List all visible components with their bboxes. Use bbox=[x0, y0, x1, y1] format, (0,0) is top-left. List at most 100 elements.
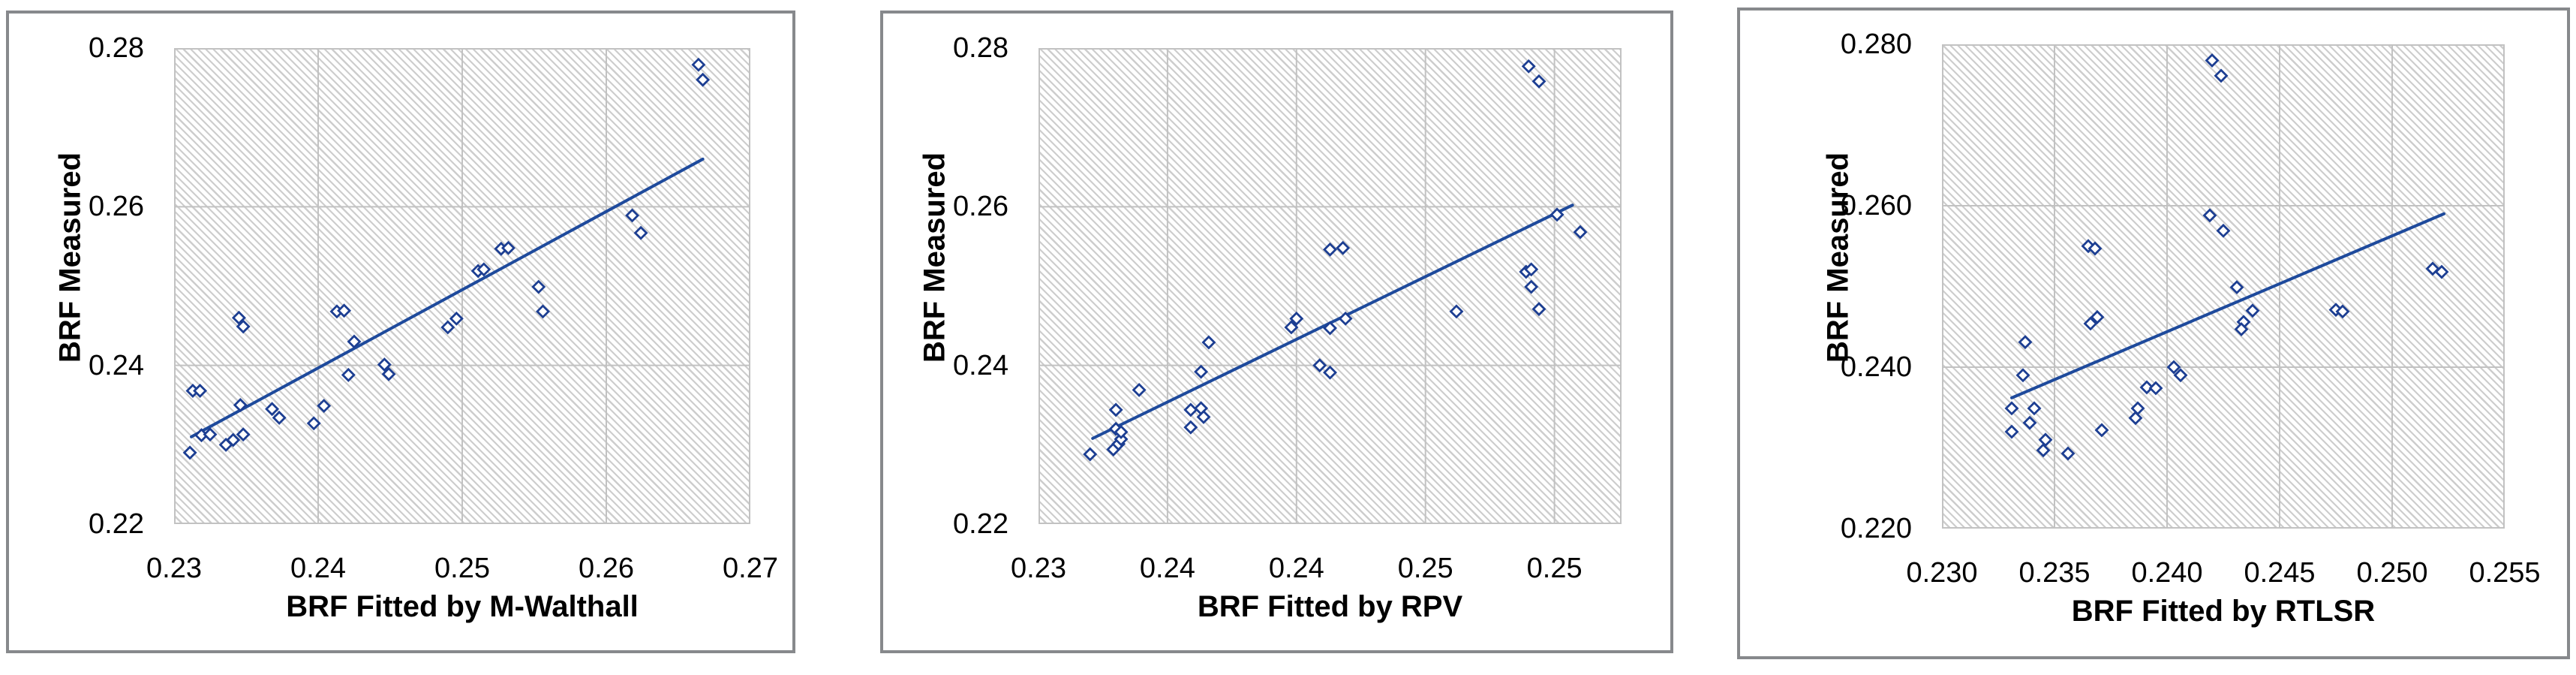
y-tick-label: 0.22 bbox=[89, 508, 144, 540]
data-point-diamond bbox=[236, 427, 251, 442]
data-point-diamond bbox=[1196, 409, 1211, 424]
data-point-diamond bbox=[440, 320, 455, 335]
data-point-diamond bbox=[1108, 402, 1123, 417]
data-point-diamond bbox=[2335, 304, 2350, 319]
data-point-diamond bbox=[2018, 335, 2033, 350]
plot-border bbox=[1942, 44, 2505, 529]
data-point-diamond bbox=[1531, 74, 1547, 89]
data-point-diamond bbox=[2234, 321, 2249, 336]
plot-area bbox=[1942, 44, 2505, 529]
data-point-diamond bbox=[337, 303, 352, 318]
data-point-diamond bbox=[341, 367, 356, 382]
data-point-diamond bbox=[1521, 59, 1536, 74]
data-point-diamond bbox=[193, 384, 208, 398]
data-point-diamond bbox=[476, 262, 491, 277]
data-point-diamond bbox=[1336, 240, 1351, 255]
data-point-diamond bbox=[1323, 242, 1337, 257]
data-point-diamond bbox=[1194, 364, 1209, 379]
scatter-plot-svg bbox=[174, 48, 750, 524]
y-tick-label: 0.280 bbox=[1840, 29, 1912, 60]
data-point-diamond bbox=[2216, 223, 2231, 238]
x-tick-label: 0.250 bbox=[2356, 557, 2428, 589]
data-point-diamond bbox=[2229, 280, 2244, 295]
chart-brf-m-walthall: BRF Measured BRF Fitted by M-Walthall 0.… bbox=[6, 11, 795, 653]
y-tick-label: 0.220 bbox=[1840, 513, 1912, 544]
data-point-diamond bbox=[2060, 446, 2076, 461]
data-point-diamond bbox=[500, 240, 516, 255]
data-point-diamond bbox=[633, 225, 648, 240]
x-tick-label: 0.25 bbox=[1397, 553, 1453, 584]
scatter-plot-svg bbox=[1942, 44, 2505, 529]
data-point-diamond bbox=[2166, 360, 2181, 375]
data-point-diamond bbox=[2004, 401, 2019, 416]
data-point-diamond bbox=[1323, 321, 1337, 336]
x-tick-label: 0.25 bbox=[1526, 553, 1583, 584]
y-tick-label: 0.24 bbox=[953, 349, 1008, 381]
data-point-diamond bbox=[381, 366, 396, 381]
chart-brf-rtlsr: BRF Measured BRF Fitted by RTLSR 0.230 0.… bbox=[1737, 8, 2570, 659]
data-point-diamond bbox=[2128, 411, 2143, 426]
trend-line bbox=[190, 157, 705, 438]
data-point-diamond bbox=[2434, 264, 2449, 279]
y-tick-label: 0.240 bbox=[1840, 351, 1912, 383]
data-point-diamond bbox=[2027, 401, 2042, 416]
data-point-diamond bbox=[1183, 420, 1198, 435]
data-point-diamond bbox=[536, 304, 550, 319]
data-point-diamond bbox=[2015, 368, 2030, 383]
x-tick-label: 0.24 bbox=[290, 553, 346, 584]
chart-brf-rpv: BRF Measured BRF Fitted by RPV 0.23 0.24 0… bbox=[880, 11, 1673, 653]
data-point-diamond bbox=[2173, 368, 2188, 383]
data-point-diamond bbox=[203, 427, 218, 442]
y-axis-title: BRF Measured bbox=[53, 152, 87, 363]
data-point-diamond bbox=[2094, 423, 2109, 438]
y-tick-label: 0.260 bbox=[1840, 190, 1912, 221]
data-point-diamond bbox=[1449, 304, 1464, 319]
data-point-diamond bbox=[2083, 316, 2098, 331]
y-tick-label: 0.26 bbox=[89, 191, 144, 223]
scatter-plot-svg bbox=[1039, 48, 1622, 524]
x-tick-label: 0.25 bbox=[434, 553, 490, 584]
y-tick-label: 0.24 bbox=[89, 349, 144, 381]
data-point-diamond bbox=[1083, 447, 1098, 462]
data-point-diamond bbox=[2022, 415, 2037, 430]
plot-area bbox=[174, 48, 750, 524]
plot-area bbox=[1039, 48, 1622, 524]
data-point-diamond bbox=[377, 357, 392, 372]
data-point-diamond bbox=[625, 208, 640, 223]
data-point-diamond bbox=[1183, 402, 1198, 417]
x-tick-label: 0.26 bbox=[579, 553, 634, 584]
data-point-diamond bbox=[2205, 53, 2220, 68]
data-point-diamond bbox=[317, 399, 332, 414]
data-point-diamond bbox=[2038, 432, 2053, 447]
x-tick-label: 0.240 bbox=[2131, 557, 2203, 589]
data-point-diamond bbox=[1531, 302, 1547, 317]
data-point-diamond bbox=[265, 402, 280, 417]
data-point-diamond bbox=[1312, 358, 1327, 373]
data-point-diamond bbox=[306, 416, 321, 431]
data-point-diamond bbox=[2139, 380, 2154, 395]
data-point-diamond bbox=[1201, 335, 1216, 350]
plot-border bbox=[1039, 48, 1622, 524]
data-point-diamond bbox=[1524, 262, 1539, 277]
trend-line bbox=[2010, 212, 2445, 399]
y-axis-title: BRF Measured bbox=[1821, 152, 1855, 363]
x-tick-label: 0.24 bbox=[1268, 553, 1324, 584]
x-tick-label: 0.24 bbox=[1139, 553, 1195, 584]
y-tick-label: 0.28 bbox=[953, 32, 1008, 64]
data-point-diamond bbox=[2130, 401, 2145, 416]
data-point-diamond bbox=[2004, 424, 2019, 439]
data-point-diamond bbox=[2088, 241, 2103, 256]
data-point-diamond bbox=[449, 311, 464, 326]
x-tick-label: 0.23 bbox=[1011, 553, 1066, 584]
data-point-diamond bbox=[182, 445, 197, 460]
data-point-diamond bbox=[1132, 382, 1147, 397]
data-point-diamond bbox=[2214, 68, 2229, 83]
data-point-diamond bbox=[233, 398, 248, 412]
data-point-diamond bbox=[691, 57, 706, 72]
y-axis-title: BRF Measured bbox=[918, 152, 951, 363]
data-point-diamond bbox=[272, 410, 287, 425]
data-point-diamond bbox=[2245, 303, 2260, 318]
data-point-diamond bbox=[1524, 279, 1539, 294]
data-point-diamond bbox=[231, 310, 246, 325]
